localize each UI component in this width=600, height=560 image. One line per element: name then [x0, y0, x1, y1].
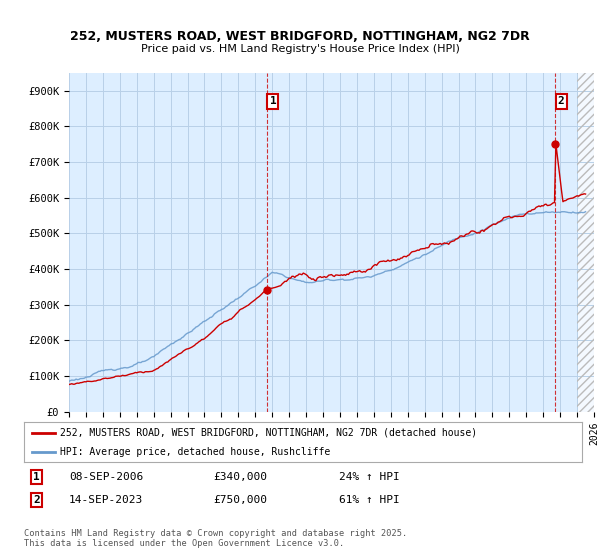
- Text: Contains HM Land Registry data © Crown copyright and database right 2025.
This d: Contains HM Land Registry data © Crown c…: [24, 529, 407, 548]
- Bar: [577, 73, 594, 412]
- Text: 61% ↑ HPI: 61% ↑ HPI: [339, 494, 400, 505]
- Text: 2: 2: [558, 96, 565, 106]
- Text: HPI: Average price, detached house, Rushcliffe: HPI: Average price, detached house, Rush…: [60, 447, 331, 457]
- Text: 252, MUSTERS ROAD, WEST BRIDGFORD, NOTTINGHAM, NG2 7DR (detached house): 252, MUSTERS ROAD, WEST BRIDGFORD, NOTTI…: [60, 428, 478, 437]
- Text: £750,000: £750,000: [213, 494, 267, 505]
- Text: 2: 2: [33, 494, 40, 505]
- Text: 14-SEP-2023: 14-SEP-2023: [69, 494, 143, 505]
- Text: £340,000: £340,000: [213, 472, 267, 482]
- Text: 08-SEP-2006: 08-SEP-2006: [69, 472, 143, 482]
- Text: 252, MUSTERS ROAD, WEST BRIDGFORD, NOTTINGHAM, NG2 7DR: 252, MUSTERS ROAD, WEST BRIDGFORD, NOTTI…: [70, 30, 530, 43]
- Text: 1: 1: [33, 472, 40, 482]
- Text: Price paid vs. HM Land Registry's House Price Index (HPI): Price paid vs. HM Land Registry's House …: [140, 44, 460, 54]
- Bar: [577, 73, 594, 412]
- Text: 24% ↑ HPI: 24% ↑ HPI: [339, 472, 400, 482]
- Text: 1: 1: [269, 96, 276, 106]
